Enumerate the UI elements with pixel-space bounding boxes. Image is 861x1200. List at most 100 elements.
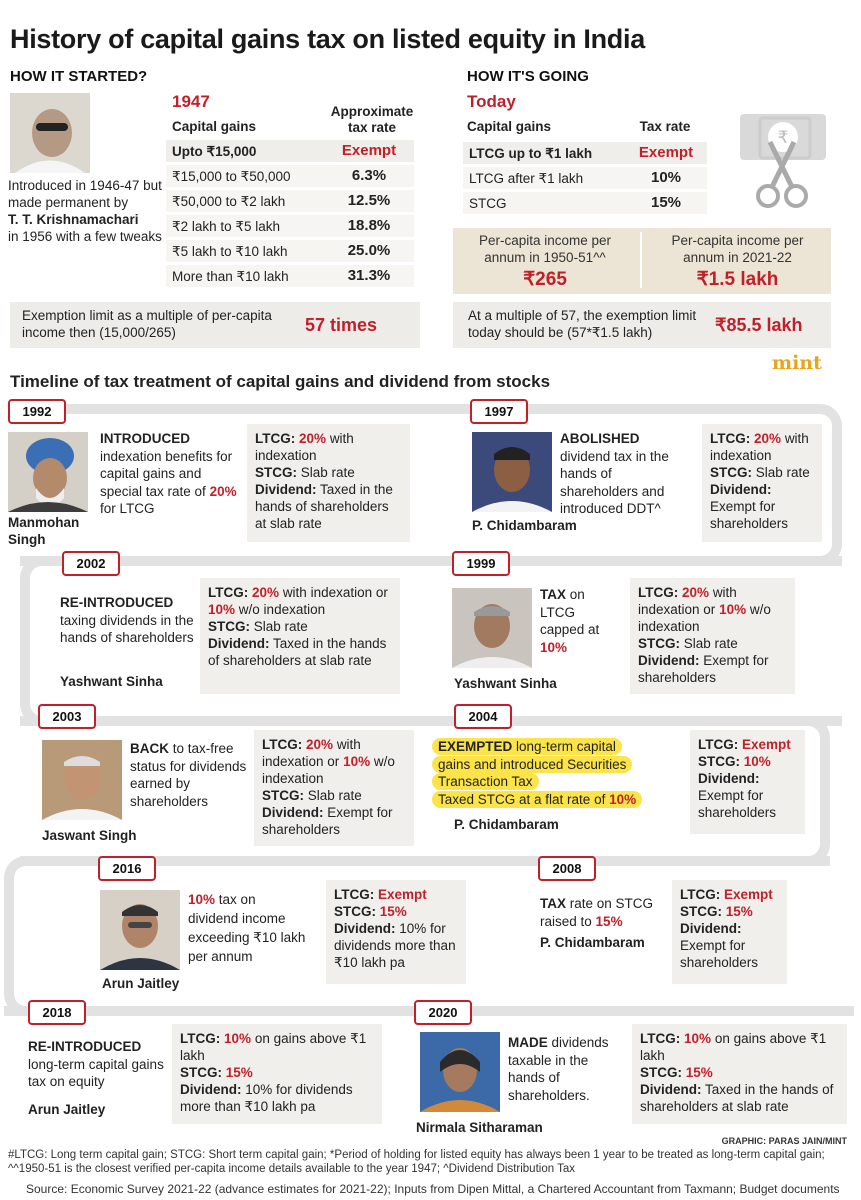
exemption-box — [10, 302, 420, 348]
table-cell-rate: 31.3% — [347, 267, 391, 284]
table-cell-rate: Exempt — [341, 142, 397, 159]
table-cell-slab: ₹50,000 to ₹2 lakh — [172, 194, 286, 209]
multiple-text: At a multiple of 57, the exemption limit… — [468, 308, 697, 340]
right-col-tax-rate: Tax rate — [639, 119, 691, 134]
pci-now-label: Per-capita income per annum in 2021-22 — [671, 233, 804, 265]
info-1997: LTCG: 20% with indexation STCG: Slab rat… — [702, 424, 822, 542]
table-cell-rate: 6.3% — [351, 167, 387, 184]
table-cell-rate: 15% — [650, 194, 682, 211]
arun-jaitley-portrait — [100, 890, 180, 970]
person-2016: Arun Jaitley — [102, 976, 180, 991]
table-row — [166, 215, 414, 237]
left-col-capital-gains: Capital gains — [172, 119, 257, 134]
chidambaram-portrait-1997 — [472, 432, 552, 512]
desc-1992: INTRODUCED indexation benefits for capita… — [100, 431, 237, 516]
desc-2003: BACK to tax-free status for dividends ea… — [130, 741, 247, 809]
page-title: History of capital gains tax on listed e… — [10, 24, 645, 54]
person-2018: Arun Jaitley — [28, 1102, 106, 1117]
info-1992: LTCG: 20% with indexation STCG: Slab rat… — [247, 424, 410, 542]
info-2020: LTCG: 10% on gains above ₹1 lakh STCG: 1… — [632, 1024, 847, 1124]
exemption-value: 57 times — [305, 315, 378, 335]
year-tag-1992: 1992 — [8, 399, 66, 424]
desc-2020: MADE dividends taxable in the hands of s… — [508, 1035, 609, 1103]
info-2008: LTCG: Exempt STCG: 15% Dividend: Exempt f… — [672, 880, 787, 984]
person-2003: Jaswant Singh — [42, 828, 137, 843]
table-row — [166, 265, 414, 287]
pci-then-label: Per-capita income per annum in 1950-51^^ — [478, 233, 612, 265]
year-tag-2002: 2002 — [62, 551, 120, 576]
person-2008: P. Chidambaram — [540, 935, 645, 950]
svg-text:₹: ₹ — [778, 128, 789, 148]
person-1999: Yashwant Sinha — [454, 676, 557, 691]
info-2003: LTCG: 20% with indexation or 10% w/o ind… — [254, 730, 414, 846]
intro-text: Introduced in 1946-47 but made permanent… — [8, 178, 162, 244]
table-cell-slab: LTCG up to ₹1 lakh — [469, 146, 593, 161]
table-row — [166, 190, 414, 212]
year-1947: 1947 — [172, 92, 210, 111]
year-tag-2008: 2008 — [538, 856, 596, 881]
table-cell-slab: ₹5 lakh to ₹10 lakh — [172, 244, 288, 259]
desc-2018: RE-INTRODUCED long-term capital gains tax… — [28, 1039, 164, 1089]
info-2018: LTCG: 10% on gains above ₹1 lakh STCG: 1… — [172, 1024, 382, 1124]
manmohan-singh-portrait — [8, 432, 88, 512]
desc-1997: ABOLISHED dividend tax in the hands of sh… — [560, 431, 669, 516]
table-cell-rate: 12.5% — [347, 192, 391, 209]
person-2020: Nirmala Sitharaman — [416, 1120, 543, 1135]
how-its-going-heading: HOW IT'S GOING — [467, 68, 589, 85]
person-1997: P. Chidambaram — [472, 518, 577, 533]
desc-2016: 10% tax on dividend income exceeding ₹10… — [188, 892, 306, 964]
desc-2008: TAX rate on STCG raised to 15% — [540, 896, 654, 929]
table-row — [166, 140, 414, 162]
desc-2004: EXEMPTED long-term capital gains and int… — [432, 738, 682, 808]
info-2004: LTCG: Exempt STCG: 10% Dividend: Exempt f… — [690, 730, 805, 834]
info-1999: LTCG: 20% with indexation or 10% w/o ind… — [630, 578, 795, 694]
jaswant-singh-portrait — [42, 740, 122, 820]
nirmala-sitharaman-portrait — [420, 1032, 500, 1112]
table-cell-slab: ₹2 lakh to ₹5 lakh — [172, 219, 280, 234]
person-2004: P. Chidambaram — [454, 817, 559, 832]
table-cell-slab: LTCG after ₹1 lakh — [469, 171, 584, 186]
year-tag-2020: 2020 — [414, 1000, 472, 1025]
year-today: Today — [467, 92, 516, 111]
table-cell-rate: 18.8% — [347, 217, 391, 234]
table-cell-slab: Upto ₹15,000 — [172, 144, 257, 159]
table-cell-slab: STCG — [469, 196, 507, 211]
table-row — [166, 165, 414, 187]
year-tag-2016: 2016 — [98, 856, 156, 881]
desc-1999: TAX on LTCG capped at 10% — [540, 587, 600, 655]
table-row — [463, 167, 707, 189]
year-tag-2004: 2004 — [454, 704, 512, 729]
table-cell-slab: ₹15,000 to ₹50,000 — [172, 169, 291, 184]
table-cell-rate: Exempt — [638, 144, 694, 161]
table-cell-rate: 10% — [650, 169, 682, 186]
pci-divider — [640, 232, 642, 288]
table-row — [463, 142, 707, 164]
footnote: #LTCG: Long term capital gain; STCG: Sho… — [8, 1149, 825, 1175]
right-col-capital-gains: Capital gains — [467, 119, 552, 134]
info-2016: LTCG: Exempt STCG: 15% Dividend: 10% for… — [326, 880, 466, 984]
multiple-value: ₹85.5 lakh — [715, 315, 803, 335]
mint-logo: mint — [772, 352, 822, 374]
table-cell-rate: 25.0% — [347, 242, 391, 259]
pci-box — [453, 228, 831, 294]
left-col-tax-rate: Approximate tax rate — [330, 104, 414, 135]
exemption-text: Exemption limit as a multiple of per-cap… — [22, 308, 272, 340]
krishnamachari-portrait — [10, 93, 90, 173]
info-2002: LTCG: 20% with indexation or 10% w/o ind… — [200, 578, 400, 694]
person-2002: Yashwant Sinha — [60, 674, 163, 689]
desc-2002: RE-INTRODUCED taxing dividends in the han… — [60, 595, 194, 645]
year-tag-1999: 1999 — [452, 551, 510, 576]
table-row — [166, 240, 414, 262]
pci-now-value: ₹1.5 lakh — [696, 269, 779, 290]
pci-then-value: ₹265 — [523, 269, 567, 290]
graphic-credit: GRAPHIC: PARAS JAIN/MINT — [721, 1136, 847, 1146]
table-row — [463, 192, 707, 214]
person-1992: Manmohan Singh — [8, 515, 80, 547]
timeline-title: Timeline of tax treatment of capital gai… — [10, 372, 551, 391]
year-tag-2003: 2003 — [38, 704, 96, 729]
source: Source: Economic Survey 2021-22 (advance… — [26, 1182, 840, 1196]
rupee-scissors-icon: ₹ — [738, 108, 830, 214]
table-cell-slab: More than ₹10 lakh — [172, 269, 289, 284]
year-tag-2018: 2018 — [28, 1000, 86, 1025]
how-it-started-heading: HOW IT STARTED? — [10, 68, 148, 85]
